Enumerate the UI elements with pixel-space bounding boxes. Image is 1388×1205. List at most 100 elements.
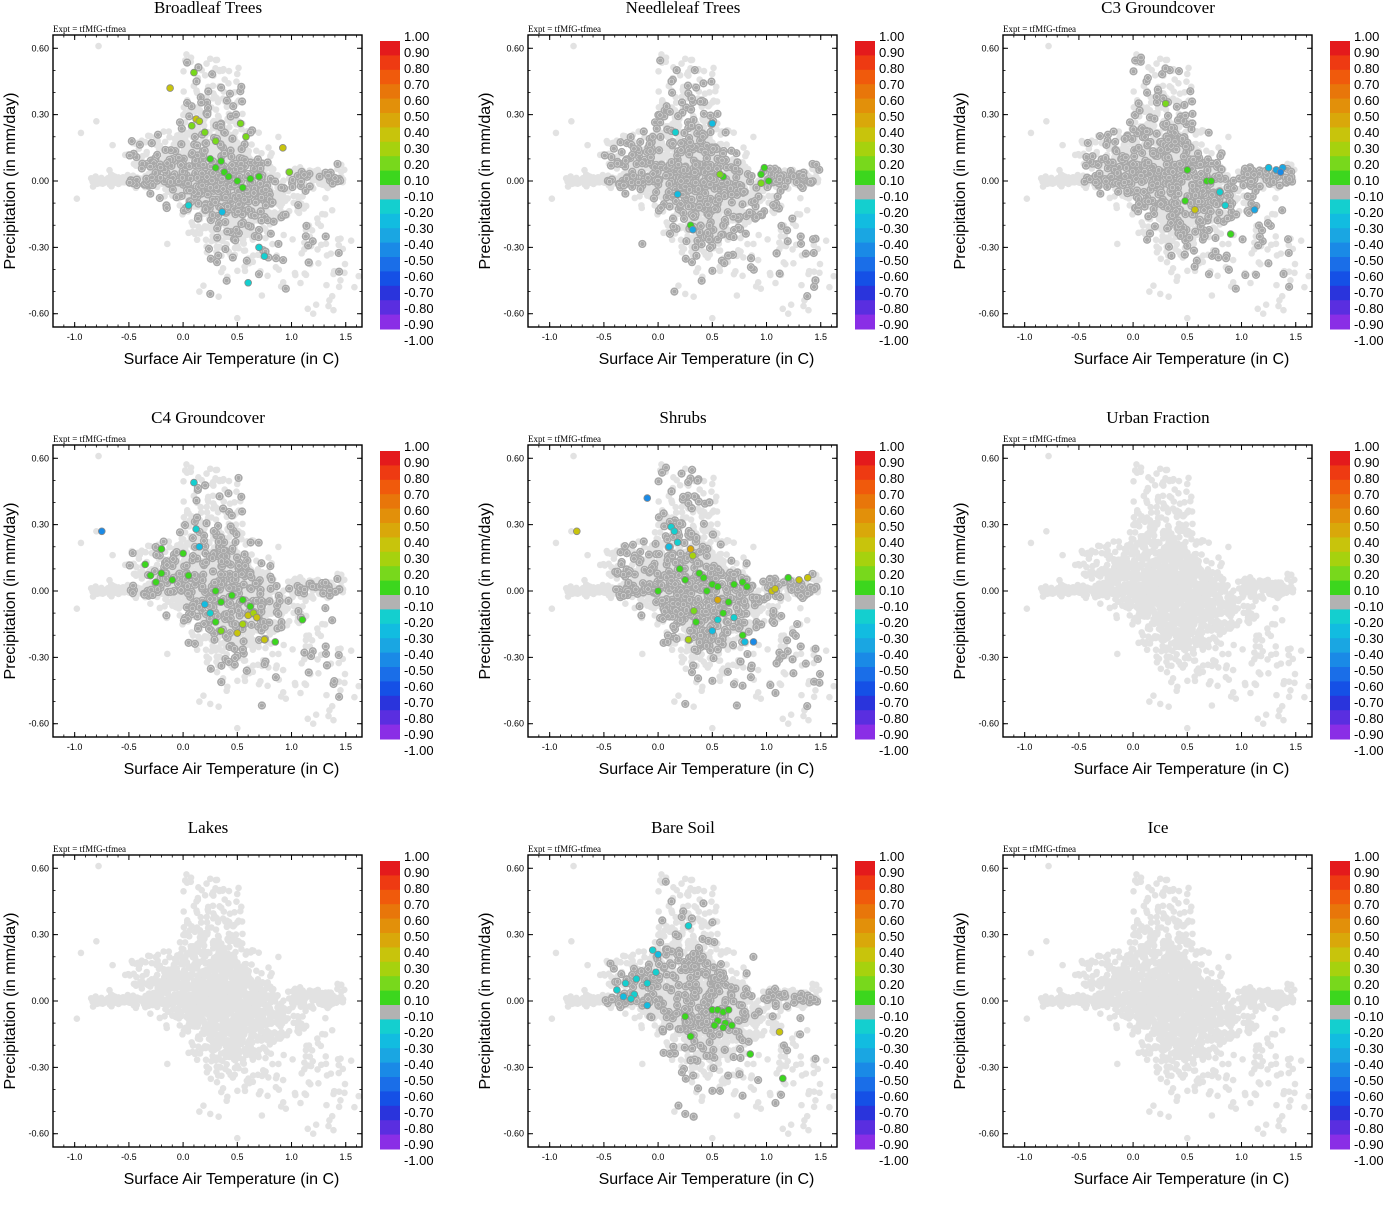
gray-point-core — [138, 143, 142, 147]
background-point — [604, 140, 611, 147]
background-point — [830, 273, 837, 280]
background-point — [826, 284, 833, 291]
gray-point-core — [256, 157, 260, 161]
gray-point-core — [210, 72, 214, 76]
gray-point-core — [215, 260, 219, 264]
colorbar-swatch — [380, 55, 400, 70]
gray-point-core — [163, 148, 167, 152]
gray-point-core — [148, 164, 152, 168]
highlight-point — [247, 175, 254, 182]
colorbar-swatch — [380, 286, 400, 301]
gray-point-core — [215, 226, 219, 230]
scatter-points — [549, 43, 837, 322]
gray-point-core — [256, 235, 260, 239]
gray-point-core — [189, 104, 193, 108]
colorbar-label: 1.00 — [404, 29, 429, 44]
colorbar-swatch — [380, 99, 400, 114]
gray-point-core — [194, 79, 198, 83]
highlight-point — [245, 279, 252, 286]
colorbar-swatch — [380, 41, 400, 56]
gray-point-core — [195, 176, 199, 180]
gray-point-core — [257, 228, 261, 232]
colorbar-label: -0.20 — [404, 205, 434, 220]
gray-point-core — [174, 195, 178, 199]
background-point — [571, 179, 578, 186]
expt-label: Expt = tfMfG-tfmea — [528, 24, 601, 34]
background-point — [689, 57, 696, 64]
expt-label: Expt = tfMfG-tfmea — [53, 24, 126, 34]
gray-point-core — [186, 181, 190, 185]
background-point — [631, 195, 638, 202]
gray-point-core — [165, 206, 169, 210]
highlight-point — [256, 244, 263, 251]
gray-point-core — [283, 212, 287, 216]
colorbar-label: -0.90 — [404, 317, 434, 332]
highlight-point — [239, 184, 246, 191]
gray-point-core — [304, 224, 308, 228]
background-point — [234, 71, 241, 78]
gray-point-core — [140, 166, 144, 170]
background-point — [93, 118, 100, 125]
background-point — [709, 315, 716, 322]
colorbar-label: 0.30 — [404, 141, 429, 156]
highlight-point — [237, 120, 244, 127]
gray-point-core — [220, 176, 224, 180]
gray-point-core — [272, 220, 276, 224]
gray-point-core — [257, 272, 261, 276]
background-point — [685, 72, 692, 79]
scatter-points — [74, 43, 362, 322]
gray-point-core — [221, 187, 225, 191]
background-point — [147, 133, 154, 140]
background-point — [785, 310, 792, 317]
gray-point-core — [208, 186, 212, 190]
background-point — [764, 236, 771, 243]
background-point — [660, 230, 667, 237]
gray-point-core — [265, 160, 269, 164]
background-point — [264, 272, 271, 279]
background-point — [318, 223, 325, 230]
background-point — [203, 236, 210, 243]
background-point — [798, 282, 805, 289]
gray-point-core — [686, 84, 690, 88]
highlight-point — [219, 209, 226, 216]
background-point — [314, 246, 321, 253]
background-point — [779, 305, 786, 312]
gray-point-core — [775, 194, 779, 198]
gray-point-core — [206, 89, 210, 93]
background-point — [336, 284, 343, 291]
background-point — [282, 197, 289, 204]
background-point — [215, 293, 222, 300]
gray-point-core — [177, 155, 181, 159]
background-point — [193, 87, 200, 94]
highlight-point — [234, 178, 241, 185]
background-point — [235, 65, 242, 72]
gray-point-core — [128, 153, 132, 157]
background-point — [110, 173, 117, 180]
background-point — [315, 260, 322, 267]
background-point — [329, 207, 336, 214]
gray-point-core — [252, 191, 256, 195]
x-tick-label: 0.5 — [231, 332, 244, 342]
background-point — [709, 99, 716, 106]
gray-point-core — [281, 258, 285, 262]
background-point — [701, 68, 708, 75]
gray-point-core — [290, 185, 294, 189]
background-point — [109, 142, 116, 149]
gray-point-core — [239, 222, 243, 226]
gray-point-core — [284, 286, 288, 290]
background-point — [682, 55, 689, 62]
gray-point-core — [158, 196, 162, 200]
background-point — [304, 305, 311, 312]
gray-point-core — [273, 179, 277, 183]
colorbar-swatch — [380, 243, 400, 258]
background-point — [695, 265, 702, 272]
background-point — [322, 195, 329, 202]
gray-point-core — [242, 198, 246, 202]
gray-point-core — [239, 85, 243, 89]
gray-point-core — [223, 220, 227, 224]
gray-point-core — [223, 247, 227, 251]
gray-point-core — [180, 126, 184, 130]
background-point — [723, 141, 730, 148]
gray-point-core — [693, 245, 697, 249]
